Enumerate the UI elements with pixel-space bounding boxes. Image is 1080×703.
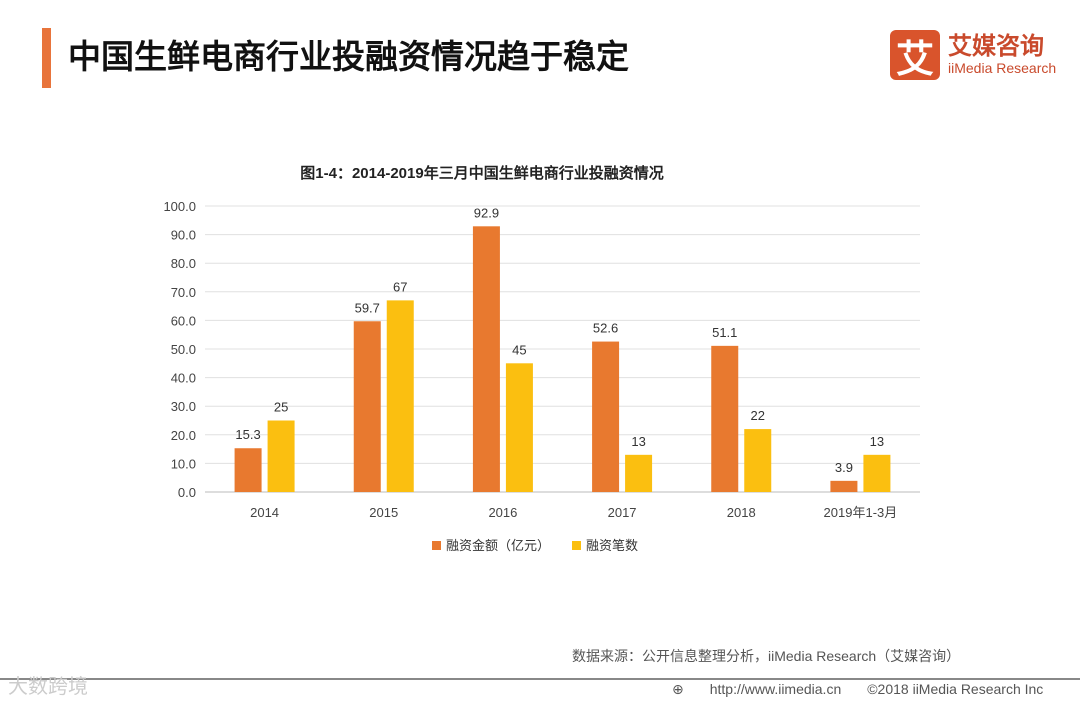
data-label: 13 [631, 434, 645, 449]
x-tick-label: 2017 [608, 505, 637, 520]
legend-swatch [432, 541, 441, 550]
bar-amount [472, 226, 500, 492]
y-tick-label: 0.0 [178, 485, 196, 500]
bar-count [386, 300, 414, 492]
y-tick-label: 10.0 [171, 456, 196, 471]
data-label: 13 [870, 434, 884, 449]
bar-amount [711, 345, 739, 492]
page-title: 中国生鲜电商行业投融资情况趋于稳定 [68, 38, 629, 75]
bar-count [863, 454, 891, 492]
bar-amount [592, 341, 620, 492]
footer-url[interactable]: http://www.iimedia.cn [709, 681, 842, 697]
chart-title: 图1-4：2014-2019年三月中国生鲜电商行业投融资情况 [300, 164, 663, 182]
x-tick-label: 2018 [727, 505, 756, 520]
data-label: 15.3 [235, 427, 260, 442]
data-label: 25 [274, 400, 288, 415]
data-label: 59.7 [355, 300, 380, 315]
data-label: 67 [393, 279, 407, 294]
watermark: 大数跨境 [8, 676, 88, 698]
data-label: 51.1 [712, 325, 737, 340]
globe-icon: ⊕ [672, 681, 684, 697]
logo-en: iiMedia Research [948, 60, 1057, 76]
legend-swatch [572, 541, 581, 550]
footer-divider [0, 678, 1080, 680]
logo: 艾 艾媒咨询 iiMedia Research [890, 30, 1057, 81]
data-label: 3.9 [835, 460, 853, 475]
x-tick-label: 2016 [488, 505, 517, 520]
bar-amount [234, 448, 262, 492]
bar-amount [830, 480, 858, 492]
logo-cn: 艾媒咨询 [948, 33, 1044, 60]
data-label: 45 [512, 342, 526, 357]
y-tick-label: 60.0 [171, 313, 196, 328]
data-label: 22 [751, 408, 765, 423]
logo-mark: 艾 [890, 30, 940, 81]
y-tick-label: 30.0 [171, 399, 196, 414]
x-tick-label: 2014 [250, 505, 279, 520]
y-tick-label: 20.0 [171, 428, 196, 443]
bar-count [267, 420, 295, 492]
y-tick-label: 50.0 [171, 342, 196, 357]
legend-label: 融资金额（亿元） [446, 538, 550, 553]
bar-amount [353, 321, 381, 492]
y-tick-label: 100.0 [163, 199, 196, 214]
data-label: 52.6 [593, 321, 618, 336]
y-tick-label: 90.0 [171, 228, 196, 243]
legend-label: 融资笔数 [586, 538, 638, 553]
source-note: 数据来源：公开信息整理分析，iiMedia Research（艾媒咨询） [572, 648, 961, 664]
x-tick-label: 2019年1-3月 [824, 505, 898, 520]
y-tick-label: 80.0 [171, 256, 196, 271]
x-tick-label: 2015 [369, 505, 398, 520]
bar-count [505, 363, 533, 492]
bar-count [744, 429, 772, 492]
y-tick-label: 70.0 [171, 285, 196, 300]
footer-copyright: ©2018 iiMedia Research Inc [867, 681, 1044, 697]
bar-count [625, 454, 653, 492]
footer: ⊕ http://www.iimedia.cn ©2018 iiMedia Rese… [672, 681, 1069, 698]
y-tick-label: 40.0 [171, 371, 196, 386]
data-label: 92.9 [474, 205, 499, 220]
title-accent-bar [42, 28, 51, 88]
